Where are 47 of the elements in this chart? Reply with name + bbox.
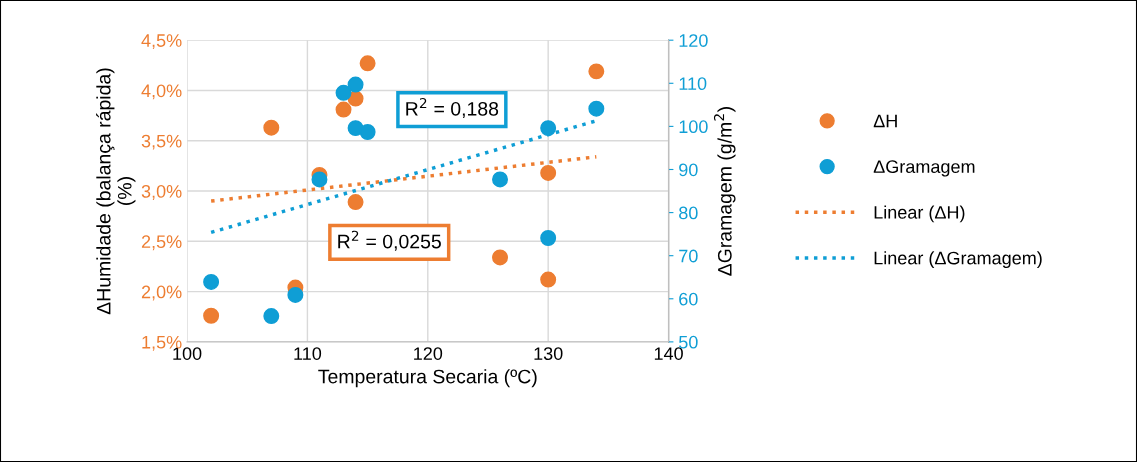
y-tick-label: 4,0%	[141, 84, 182, 100]
point	[588, 63, 605, 80]
legend-label: Linear (ΔH)	[874, 205, 965, 223]
point	[359, 55, 376, 72]
y2-tick-label: 90	[679, 163, 698, 177]
y-tick-label: 2,0%	[141, 285, 182, 301]
y2-tick-label: 60	[679, 292, 698, 306]
y2-tick-label: 50	[679, 335, 698, 349]
point	[335, 84, 352, 101]
y-tick-label: 3,5%	[141, 134, 182, 150]
y2-tick-label: 70	[679, 249, 698, 263]
point	[540, 120, 557, 137]
y2-axis-title: ΔGramagem (g/m$^{2}$)	[713, 107, 736, 276]
y2-tick-label: 120	[679, 34, 708, 47]
x-tick-label: 140	[654, 347, 683, 360]
x-tick-label: 120	[414, 347, 443, 360]
point	[263, 308, 280, 324]
y-tick-label: 4,5%	[141, 34, 182, 50]
point	[287, 286, 304, 303]
point	[540, 271, 557, 288]
y-axis-title: ΔHumidade (balança rápida) (%)	[96, 68, 136, 315]
x-tick-label: 110	[294, 347, 322, 360]
point	[588, 100, 605, 117]
point	[492, 171, 509, 188]
legend-label: ΔH	[873, 114, 897, 128]
point	[263, 119, 280, 136]
point	[311, 171, 328, 188]
annotation: R$^{2}$ = 0,0255	[338, 230, 441, 251]
y2-tick-label: 110	[679, 77, 707, 91]
point	[540, 230, 557, 246]
y2-tick-label: 80	[679, 206, 698, 220]
point	[347, 194, 364, 211]
y-tick-label: 2,5%	[141, 235, 182, 251]
point	[203, 307, 220, 324]
point	[203, 273, 220, 290]
point	[347, 76, 364, 93]
point	[335, 101, 352, 118]
x-axis-title: Temperatura Secaria (ºC)	[318, 369, 537, 388]
x-tick-label: 130	[534, 347, 563, 360]
y-tick-label: 3,0%	[141, 184, 182, 200]
legend-label: ΔGramagem	[873, 160, 975, 177]
point	[540, 164, 557, 181]
legend-label: Linear (ΔGramagem)	[874, 251, 1042, 269]
point	[492, 249, 509, 266]
annotation: R$^{2}$ = 0,188	[406, 97, 499, 118]
y2-tick-label: 100	[679, 120, 708, 134]
point	[359, 124, 376, 140]
